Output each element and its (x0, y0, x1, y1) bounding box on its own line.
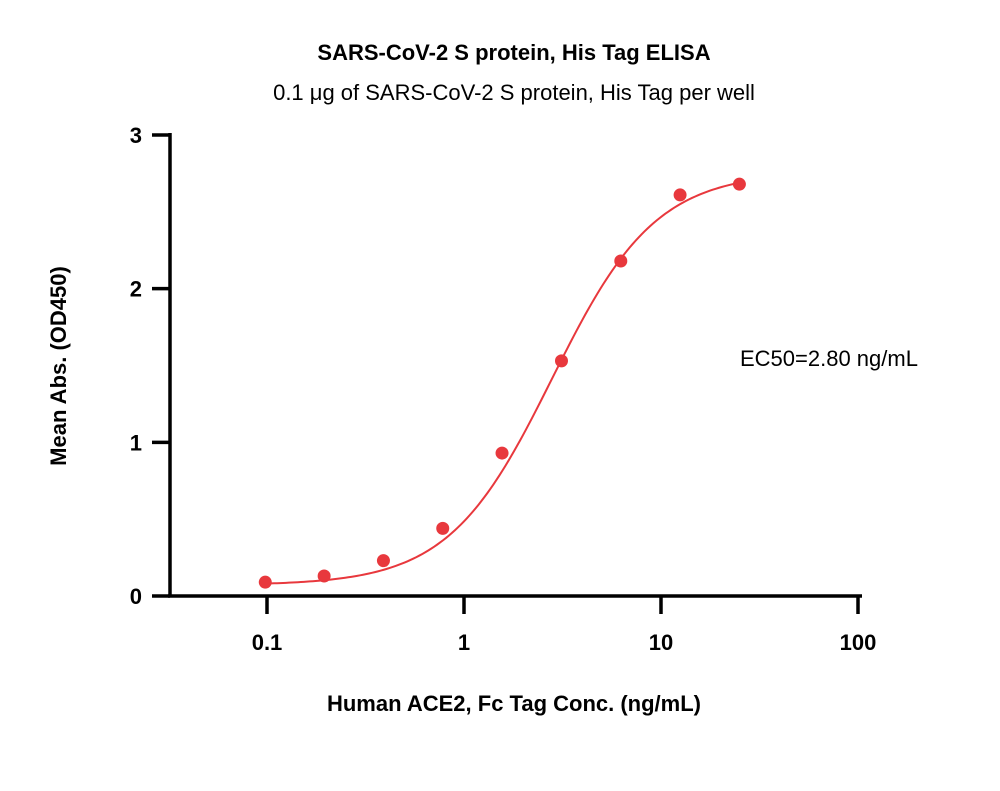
data-point (376, 554, 390, 568)
ec50-annotation: EC50=2.80 ng/mL (740, 346, 918, 371)
chart-title: SARS-CoV-2 S protein, His Tag ELISA (317, 40, 710, 65)
data-point (732, 177, 746, 191)
data-point (258, 575, 272, 589)
y-ticks: 0 1 2 3 (130, 123, 170, 609)
y-tick-label: 3 (130, 123, 142, 148)
fit-curve (265, 181, 740, 585)
data-point (614, 254, 628, 268)
y-tick-label: 2 (130, 277, 142, 302)
y-axis-label: Mean Abs. (OD450) (46, 266, 71, 466)
x-tick-label: 1 (458, 630, 470, 655)
chart-subtitle: 0.1 μg of SARS-CoV-2 S protein, His Tag … (273, 80, 755, 105)
x-tick-label: 100 (840, 630, 877, 655)
x-axis-label: Human ACE2, Fc Tag Conc. (ng/mL) (327, 691, 701, 716)
y-tick-label: 0 (130, 584, 142, 609)
x-ticks: 0.1 1 10 100 (252, 596, 877, 655)
data-point (317, 569, 331, 583)
y-tick-label: 1 (130, 430, 142, 455)
data-point (673, 188, 687, 202)
data-points (258, 177, 746, 589)
data-point (436, 521, 450, 535)
data-point (554, 354, 568, 368)
x-tick-label: 0.1 (252, 630, 283, 655)
x-tick-label: 10 (649, 630, 673, 655)
data-point (495, 446, 509, 460)
